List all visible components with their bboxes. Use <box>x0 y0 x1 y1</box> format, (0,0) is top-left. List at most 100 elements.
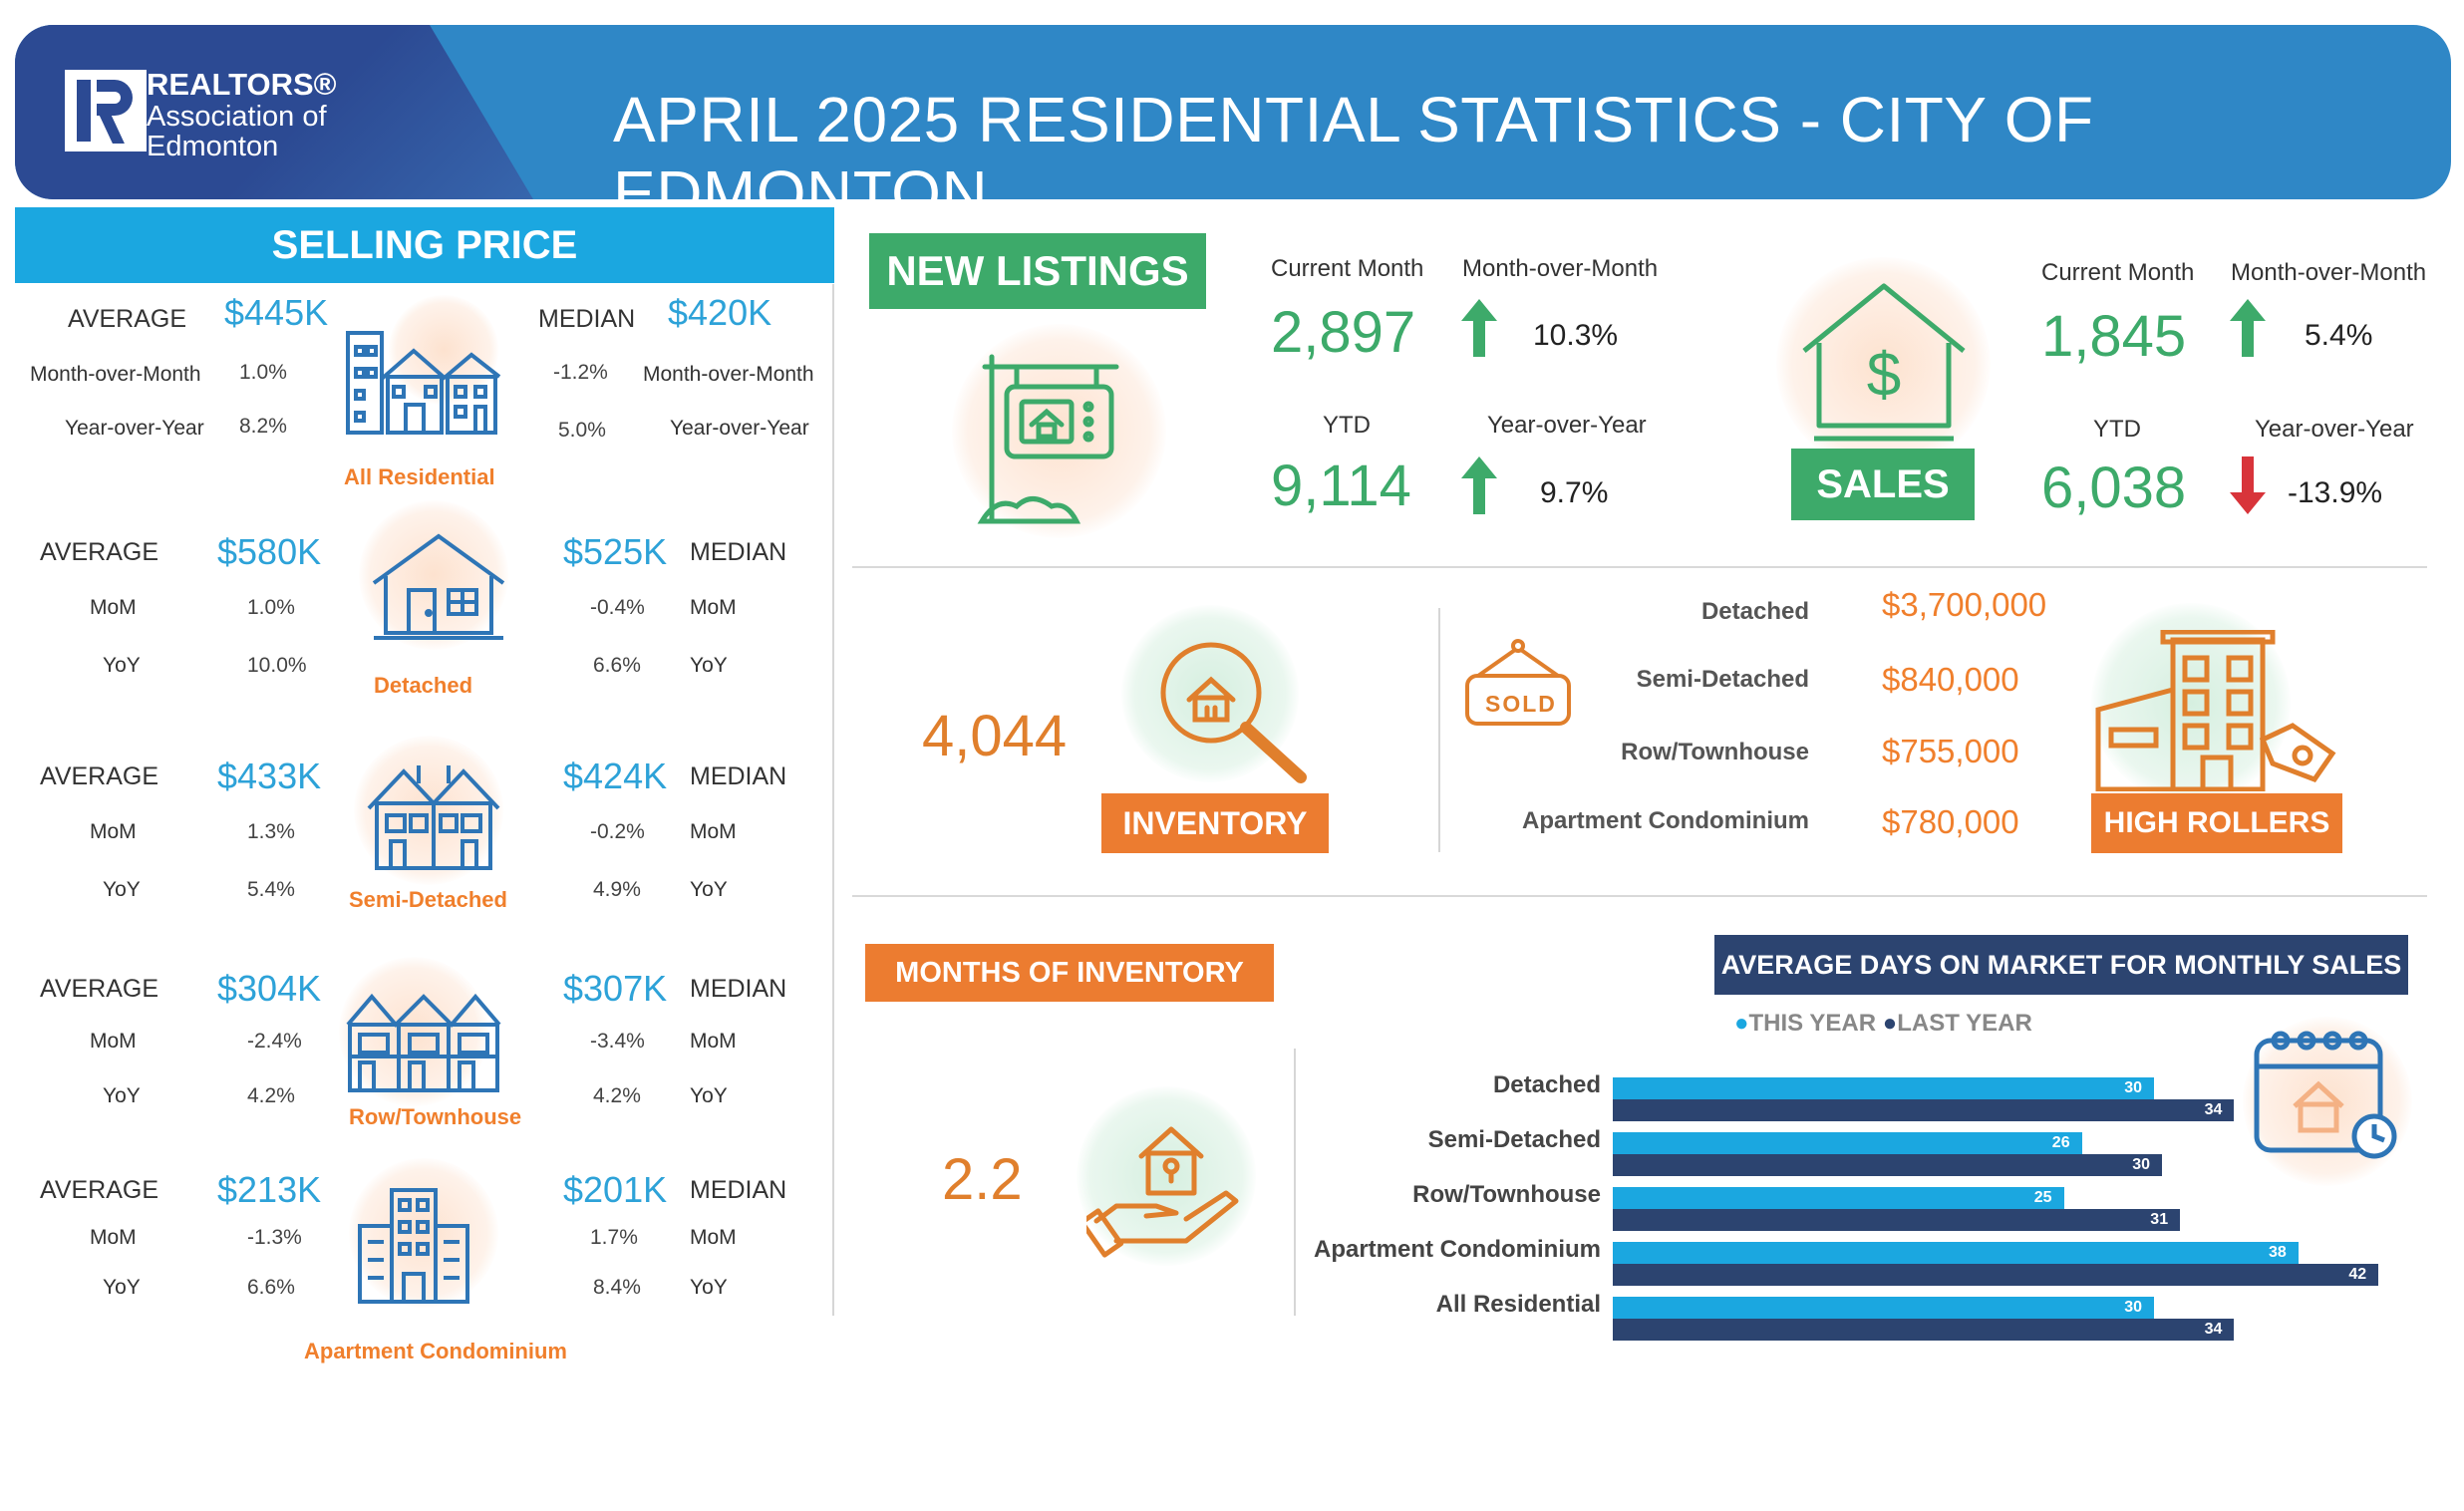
type-0-house-icon <box>364 528 513 648</box>
inventory-tag: INVENTORY <box>1101 793 1329 853</box>
sales-mom-label: Month-over-Month <box>2231 259 2427 286</box>
sold-sign-icon <box>1465 639 1571 726</box>
sales-mom-up-arrow-icon <box>2230 299 2266 357</box>
legend-this-year: THIS YEAR <box>1748 1010 1877 1037</box>
type-3-med-mom-label: MoM <box>690 1226 737 1249</box>
all-med-label: MEDIAN <box>538 305 636 333</box>
divider-months <box>1294 1049 1296 1316</box>
type-3-avg-mom: -1.3% <box>247 1226 302 1249</box>
all-avg-mom-label: Month-over-Month <box>30 363 201 386</box>
all-med-mom-label: Month-over-Month <box>643 363 814 386</box>
new-listings-yoy: 9.7% <box>1540 476 1609 509</box>
type-0-avg-mom: 1.0% <box>247 596 295 619</box>
all-avg-price: $445K <box>224 292 329 333</box>
new-listings-current: 2,897 <box>1271 300 1416 365</box>
type-1-med-mom: -0.2% <box>590 820 645 843</box>
chart-bar-0-0: 30 <box>1613 1077 2154 1099</box>
all-avg-mom: 1.0% <box>239 361 287 384</box>
high-roller-label-2: Row/Townhouse <box>1621 739 1809 765</box>
type-2-avg-label: AVERAGE <box>40 975 159 1003</box>
all-med-price: $420K <box>668 292 772 333</box>
all-med-mom: -1.2% <box>553 361 608 384</box>
header-banner: REALTORS® Association of Edmonton APRIL … <box>15 25 2451 199</box>
all-residential-label: All Residential <box>344 464 495 489</box>
sales-yoy-label: Year-over-Year <box>2255 416 2414 443</box>
chart-bar-0-4: 30 <box>1613 1297 2154 1319</box>
type-1-avg-price: $433K <box>217 756 322 796</box>
type-3-yoy-label: YoY <box>103 1276 141 1299</box>
chart-legend: ●THIS YEAR ●LAST YEAR <box>1734 1010 2032 1038</box>
page-title: APRIL 2025 RESIDENTIAL STATISTICS - CITY… <box>613 84 2094 199</box>
chart-bar-0-1: 26 <box>1613 1132 2082 1154</box>
chart-bar-1-1: 30 <box>1613 1154 2162 1176</box>
sales-ytd: 6,038 <box>2041 455 2187 520</box>
type-2-med-label: MEDIAN <box>690 975 787 1003</box>
type-2-med-mom: -3.4% <box>590 1030 645 1053</box>
type-1-avg-mom: 1.3% <box>247 820 295 843</box>
chart-category-label-0: Detached <box>1492 1071 1601 1098</box>
left-panel-divider <box>832 284 834 1316</box>
sales-yoy-down-arrow-icon <box>2230 456 2266 514</box>
high-roller-value-2: $755,000 <box>1882 733 2019 769</box>
new-listings-ytd: 9,114 <box>1271 453 1411 518</box>
type-0-mom-label: MoM <box>90 596 137 619</box>
new-listings-mom-label: Month-over-Month <box>1462 255 1659 282</box>
all-avg-label: AVERAGE <box>68 305 187 333</box>
new-listings-mom-up-arrow-icon <box>1461 299 1497 357</box>
type-3-med-label: MEDIAN <box>690 1176 787 1204</box>
legend-last-year-dot-icon: ● <box>1882 1010 1898 1037</box>
type-2-mom-label: MoM <box>90 1030 137 1053</box>
high-rollers-tag: HIGH ROLLERS <box>2091 793 2342 853</box>
type-0-med-mom: -0.4% <box>590 596 645 619</box>
listing-sign-icon <box>977 354 1119 524</box>
sales-current: 1,845 <box>2041 304 2187 369</box>
type-2-avg-price: $304K <box>217 968 322 1009</box>
sales-ytd-label: YTD <box>2093 416 2141 443</box>
high-roller-label-1: Semi-Detached <box>1636 666 1809 693</box>
hand-house-icon <box>1086 1126 1239 1258</box>
buildings-icon <box>346 331 501 435</box>
type-3-house-icon <box>354 1186 473 1311</box>
sales-current-label: Current Month <box>2041 259 2195 286</box>
type-3-med-yoy: 8.4% <box>593 1276 641 1299</box>
divider-top <box>852 566 2427 568</box>
type-2-med-yoy: 4.2% <box>593 1084 641 1107</box>
type-0-category-label: Detached <box>374 673 473 698</box>
selling-price-heading: SELLING PRICE <box>15 207 834 283</box>
type-1-house-icon <box>359 763 508 878</box>
chart-bar-1-3: 42 <box>1613 1264 2379 1286</box>
months-of-inventory-tag: MONTHS OF INVENTORY <box>865 944 1274 1002</box>
new-listings-current-label: Current Month <box>1271 255 1424 282</box>
months-of-inventory-value: 2.2 <box>942 1147 1023 1212</box>
new-listings-ytd-label: YTD <box>1323 412 1371 439</box>
sales-bubble <box>1776 257 1991 471</box>
months-bubble <box>1077 1086 1256 1266</box>
all-med-yoy: 5.0% <box>558 419 606 442</box>
apartment-building-icon <box>2095 630 2336 791</box>
high-roller-label-3: Apartment Condominium <box>1522 807 1809 834</box>
type-2-house-icon <box>344 985 503 1099</box>
type-3-mom-label: MoM <box>90 1226 137 1249</box>
type-3-med-yoy-label: YoY <box>690 1276 728 1299</box>
type-3-avg-yoy: 6.6% <box>247 1276 295 1299</box>
type-1-med-label: MEDIAN <box>690 762 787 790</box>
type-1-med-yoy: 4.9% <box>593 878 641 901</box>
chart-bar-1-4: 34 <box>1613 1319 2235 1341</box>
type-0-yoy-label: YoY <box>103 654 141 677</box>
high-roller-value-0: $3,700,000 <box>1882 586 2047 623</box>
chart-title: AVERAGE DAYS ON MARKET FOR MONTHLY SALES <box>1714 935 2408 995</box>
high-roller-value-1: $840,000 <box>1882 661 2019 698</box>
inventory-value: 4,044 <box>922 704 1068 768</box>
svg-text:$: $ <box>1867 341 1901 410</box>
type-0-avg-label: AVERAGE <box>40 538 159 566</box>
logo-line-3: Edmonton <box>147 131 279 162</box>
type-0-med-price: $525K <box>563 531 668 572</box>
type-0-avg-price: $580K <box>217 531 322 572</box>
type-2-yoy-label: YoY <box>103 1084 141 1107</box>
high-roller-label-0: Detached <box>1700 598 1809 625</box>
new-listings-yoy-up-arrow-icon <box>1461 456 1497 514</box>
type-1-med-price: $424K <box>563 756 668 796</box>
type-1-mom-label: MoM <box>90 820 137 843</box>
realtors-logo-icon <box>65 70 147 151</box>
type-1-avg-yoy: 5.4% <box>247 878 295 901</box>
